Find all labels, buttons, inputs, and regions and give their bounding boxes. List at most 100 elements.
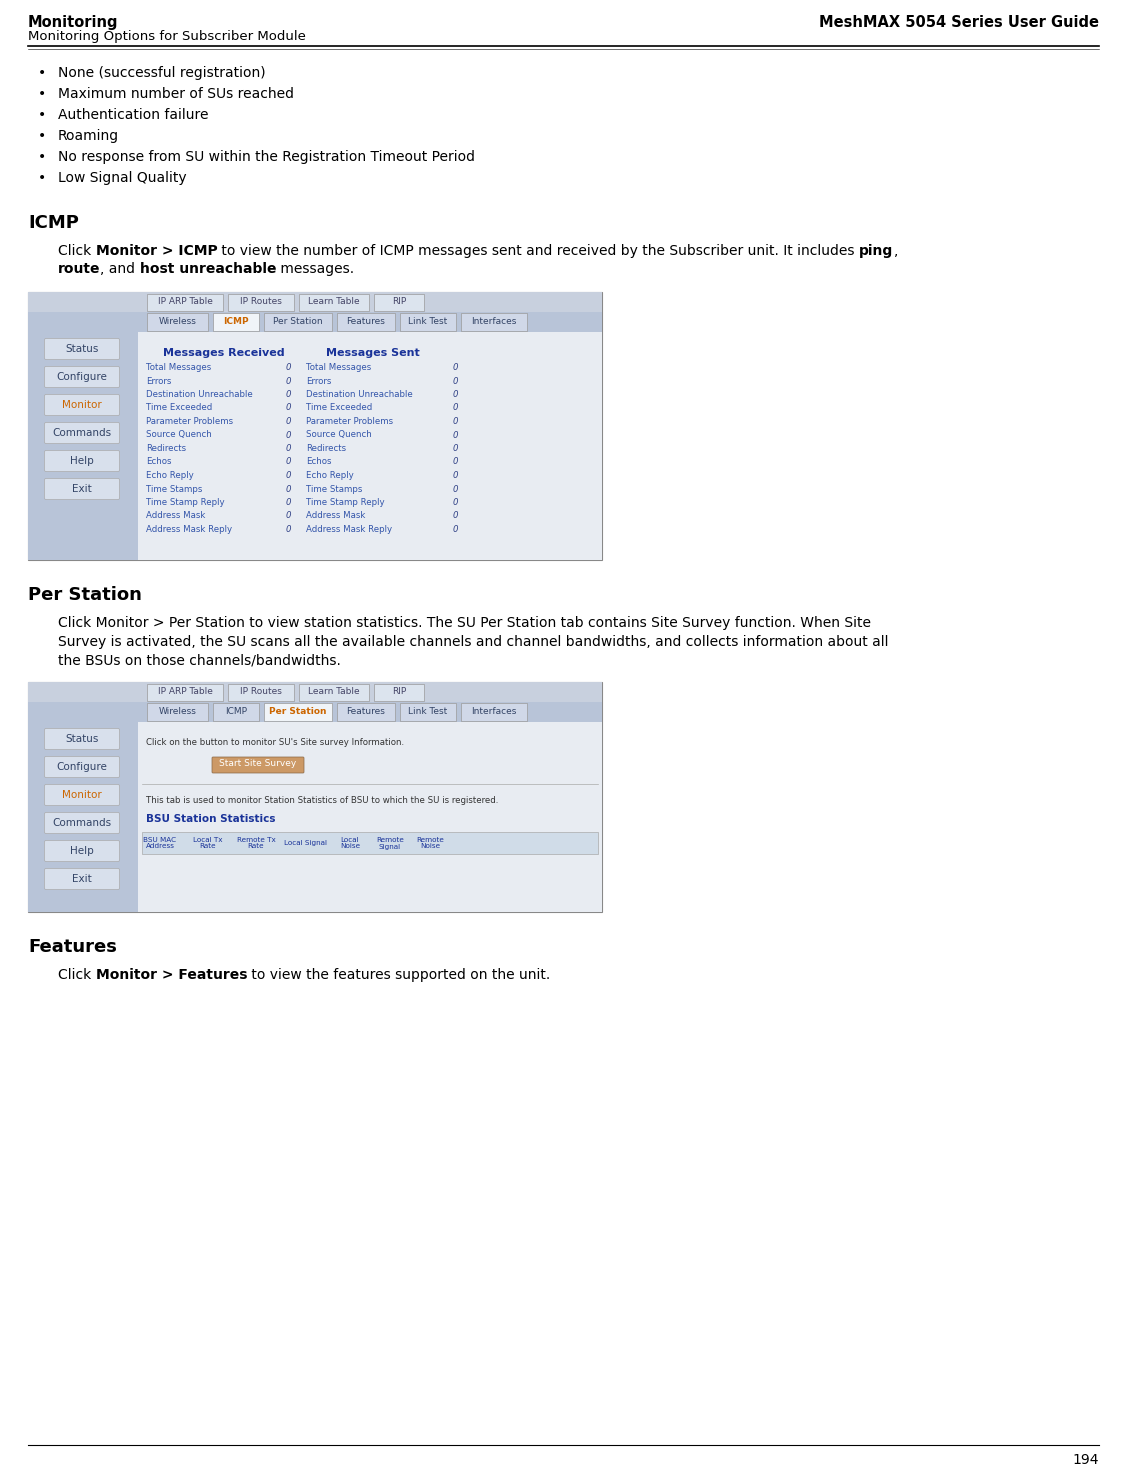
Text: Configure: Configure (56, 762, 107, 772)
Text: Echos: Echos (147, 458, 171, 467)
Text: IP Routes: IP Routes (240, 687, 282, 696)
FancyBboxPatch shape (44, 728, 119, 750)
Text: MeshMAX 5054 Series User Guide: MeshMAX 5054 Series User Guide (819, 15, 1099, 29)
Text: Interfaces: Interfaces (471, 317, 516, 326)
Text: Local Signal: Local Signal (284, 840, 328, 846)
Text: Features: Features (347, 708, 385, 716)
Text: 0: 0 (453, 484, 459, 493)
Text: 0: 0 (286, 363, 292, 371)
Bar (28, 683, 602, 702)
Bar (28, 313, 602, 332)
Text: Monitor > Features: Monitor > Features (96, 967, 247, 982)
Bar (137, 722, 602, 912)
Text: 0: 0 (286, 498, 292, 506)
FancyBboxPatch shape (213, 313, 259, 330)
Text: 0: 0 (286, 471, 292, 480)
Bar (28, 683, 602, 912)
FancyBboxPatch shape (337, 313, 394, 330)
Text: Destination Unreachable: Destination Unreachable (307, 390, 412, 399)
Text: Address Mask Reply: Address Mask Reply (147, 526, 232, 534)
FancyBboxPatch shape (228, 684, 294, 702)
Text: Features: Features (28, 938, 117, 956)
Text: 0: 0 (286, 430, 292, 439)
Text: Errors: Errors (307, 376, 331, 386)
Text: route: route (57, 261, 100, 276)
Text: Destination Unreachable: Destination Unreachable (147, 390, 252, 399)
FancyBboxPatch shape (44, 367, 119, 388)
Text: Redirects: Redirects (307, 443, 346, 454)
Text: None (successful registration): None (successful registration) (57, 66, 266, 79)
Text: Time Stamps: Time Stamps (307, 484, 363, 493)
Text: Address Mask: Address Mask (307, 511, 365, 521)
Text: 0: 0 (453, 511, 459, 521)
Text: Per Station: Per Station (273, 317, 322, 326)
Text: Low Signal Quality: Low Signal Quality (57, 170, 187, 185)
Text: 0: 0 (286, 484, 292, 493)
Text: messages.: messages. (276, 261, 355, 276)
Text: Messages Sent: Messages Sent (326, 348, 419, 358)
Text: Remote Tx
Rate: Remote Tx Rate (237, 837, 275, 850)
Text: Time Stamps: Time Stamps (147, 484, 203, 493)
Text: 0: 0 (453, 417, 459, 426)
Text: IP Routes: IP Routes (240, 298, 282, 307)
Text: Click on the button to monitor SU's Site survey Information.: Click on the button to monitor SU's Site… (147, 738, 405, 747)
Text: Exit: Exit (72, 873, 92, 884)
Text: host unreachable: host unreachable (140, 261, 276, 276)
Text: Maximum number of SUs reached: Maximum number of SUs reached (57, 87, 294, 101)
Text: 0: 0 (453, 430, 459, 439)
Text: RIP: RIP (392, 687, 406, 696)
Text: Per Station: Per Station (269, 708, 327, 716)
FancyBboxPatch shape (44, 479, 119, 499)
Bar (28, 722, 137, 912)
Text: IP ARP Table: IP ARP Table (158, 298, 212, 307)
Text: Time Exceeded: Time Exceeded (307, 404, 372, 413)
FancyBboxPatch shape (44, 869, 119, 890)
Text: Click Monitor > Per Station to view station statistics. The SU Per Station tab c: Click Monitor > Per Station to view stat… (57, 617, 888, 668)
Text: 0: 0 (453, 390, 459, 399)
Text: Configure: Configure (56, 371, 107, 382)
FancyBboxPatch shape (44, 841, 119, 862)
Text: Exit: Exit (72, 484, 92, 495)
Text: Time Stamp Reply: Time Stamp Reply (307, 498, 384, 506)
Text: •: • (38, 170, 46, 185)
FancyBboxPatch shape (299, 294, 369, 311)
FancyBboxPatch shape (147, 313, 208, 330)
FancyBboxPatch shape (44, 756, 119, 778)
FancyBboxPatch shape (374, 684, 424, 702)
Text: 0: 0 (453, 363, 459, 371)
Text: Source Quench: Source Quench (307, 430, 372, 439)
FancyBboxPatch shape (228, 294, 294, 311)
Text: ,: , (894, 244, 898, 258)
FancyBboxPatch shape (264, 313, 332, 330)
FancyBboxPatch shape (44, 784, 119, 806)
Text: ICMP: ICMP (223, 317, 249, 326)
Text: 0: 0 (453, 376, 459, 386)
Bar (28, 292, 602, 313)
FancyBboxPatch shape (147, 294, 223, 311)
Text: Monitor: Monitor (62, 399, 101, 410)
FancyBboxPatch shape (44, 451, 119, 471)
FancyBboxPatch shape (44, 339, 119, 360)
Text: RIP: RIP (392, 298, 406, 307)
Text: •: • (38, 109, 46, 122)
Text: Address Mask Reply: Address Mask Reply (307, 526, 392, 534)
Text: IP ARP Table: IP ARP Table (158, 687, 212, 696)
Text: 0: 0 (286, 390, 292, 399)
Text: 0: 0 (453, 498, 459, 506)
FancyBboxPatch shape (147, 703, 208, 721)
Text: Redirects: Redirects (147, 443, 186, 454)
Text: 0: 0 (286, 526, 292, 534)
Text: •: • (38, 66, 46, 79)
Text: Commands: Commands (53, 818, 112, 828)
Text: Roaming: Roaming (57, 129, 119, 142)
Text: 0: 0 (453, 443, 459, 454)
Text: ICMP: ICMP (225, 708, 247, 716)
Text: 0: 0 (286, 458, 292, 467)
FancyBboxPatch shape (400, 703, 456, 721)
Text: Wireless: Wireless (159, 317, 196, 326)
FancyBboxPatch shape (337, 703, 394, 721)
FancyBboxPatch shape (461, 313, 527, 330)
Text: Address Mask: Address Mask (147, 511, 205, 521)
Text: Local Tx
Rate: Local Tx Rate (193, 837, 223, 850)
Text: Wireless: Wireless (159, 708, 196, 716)
